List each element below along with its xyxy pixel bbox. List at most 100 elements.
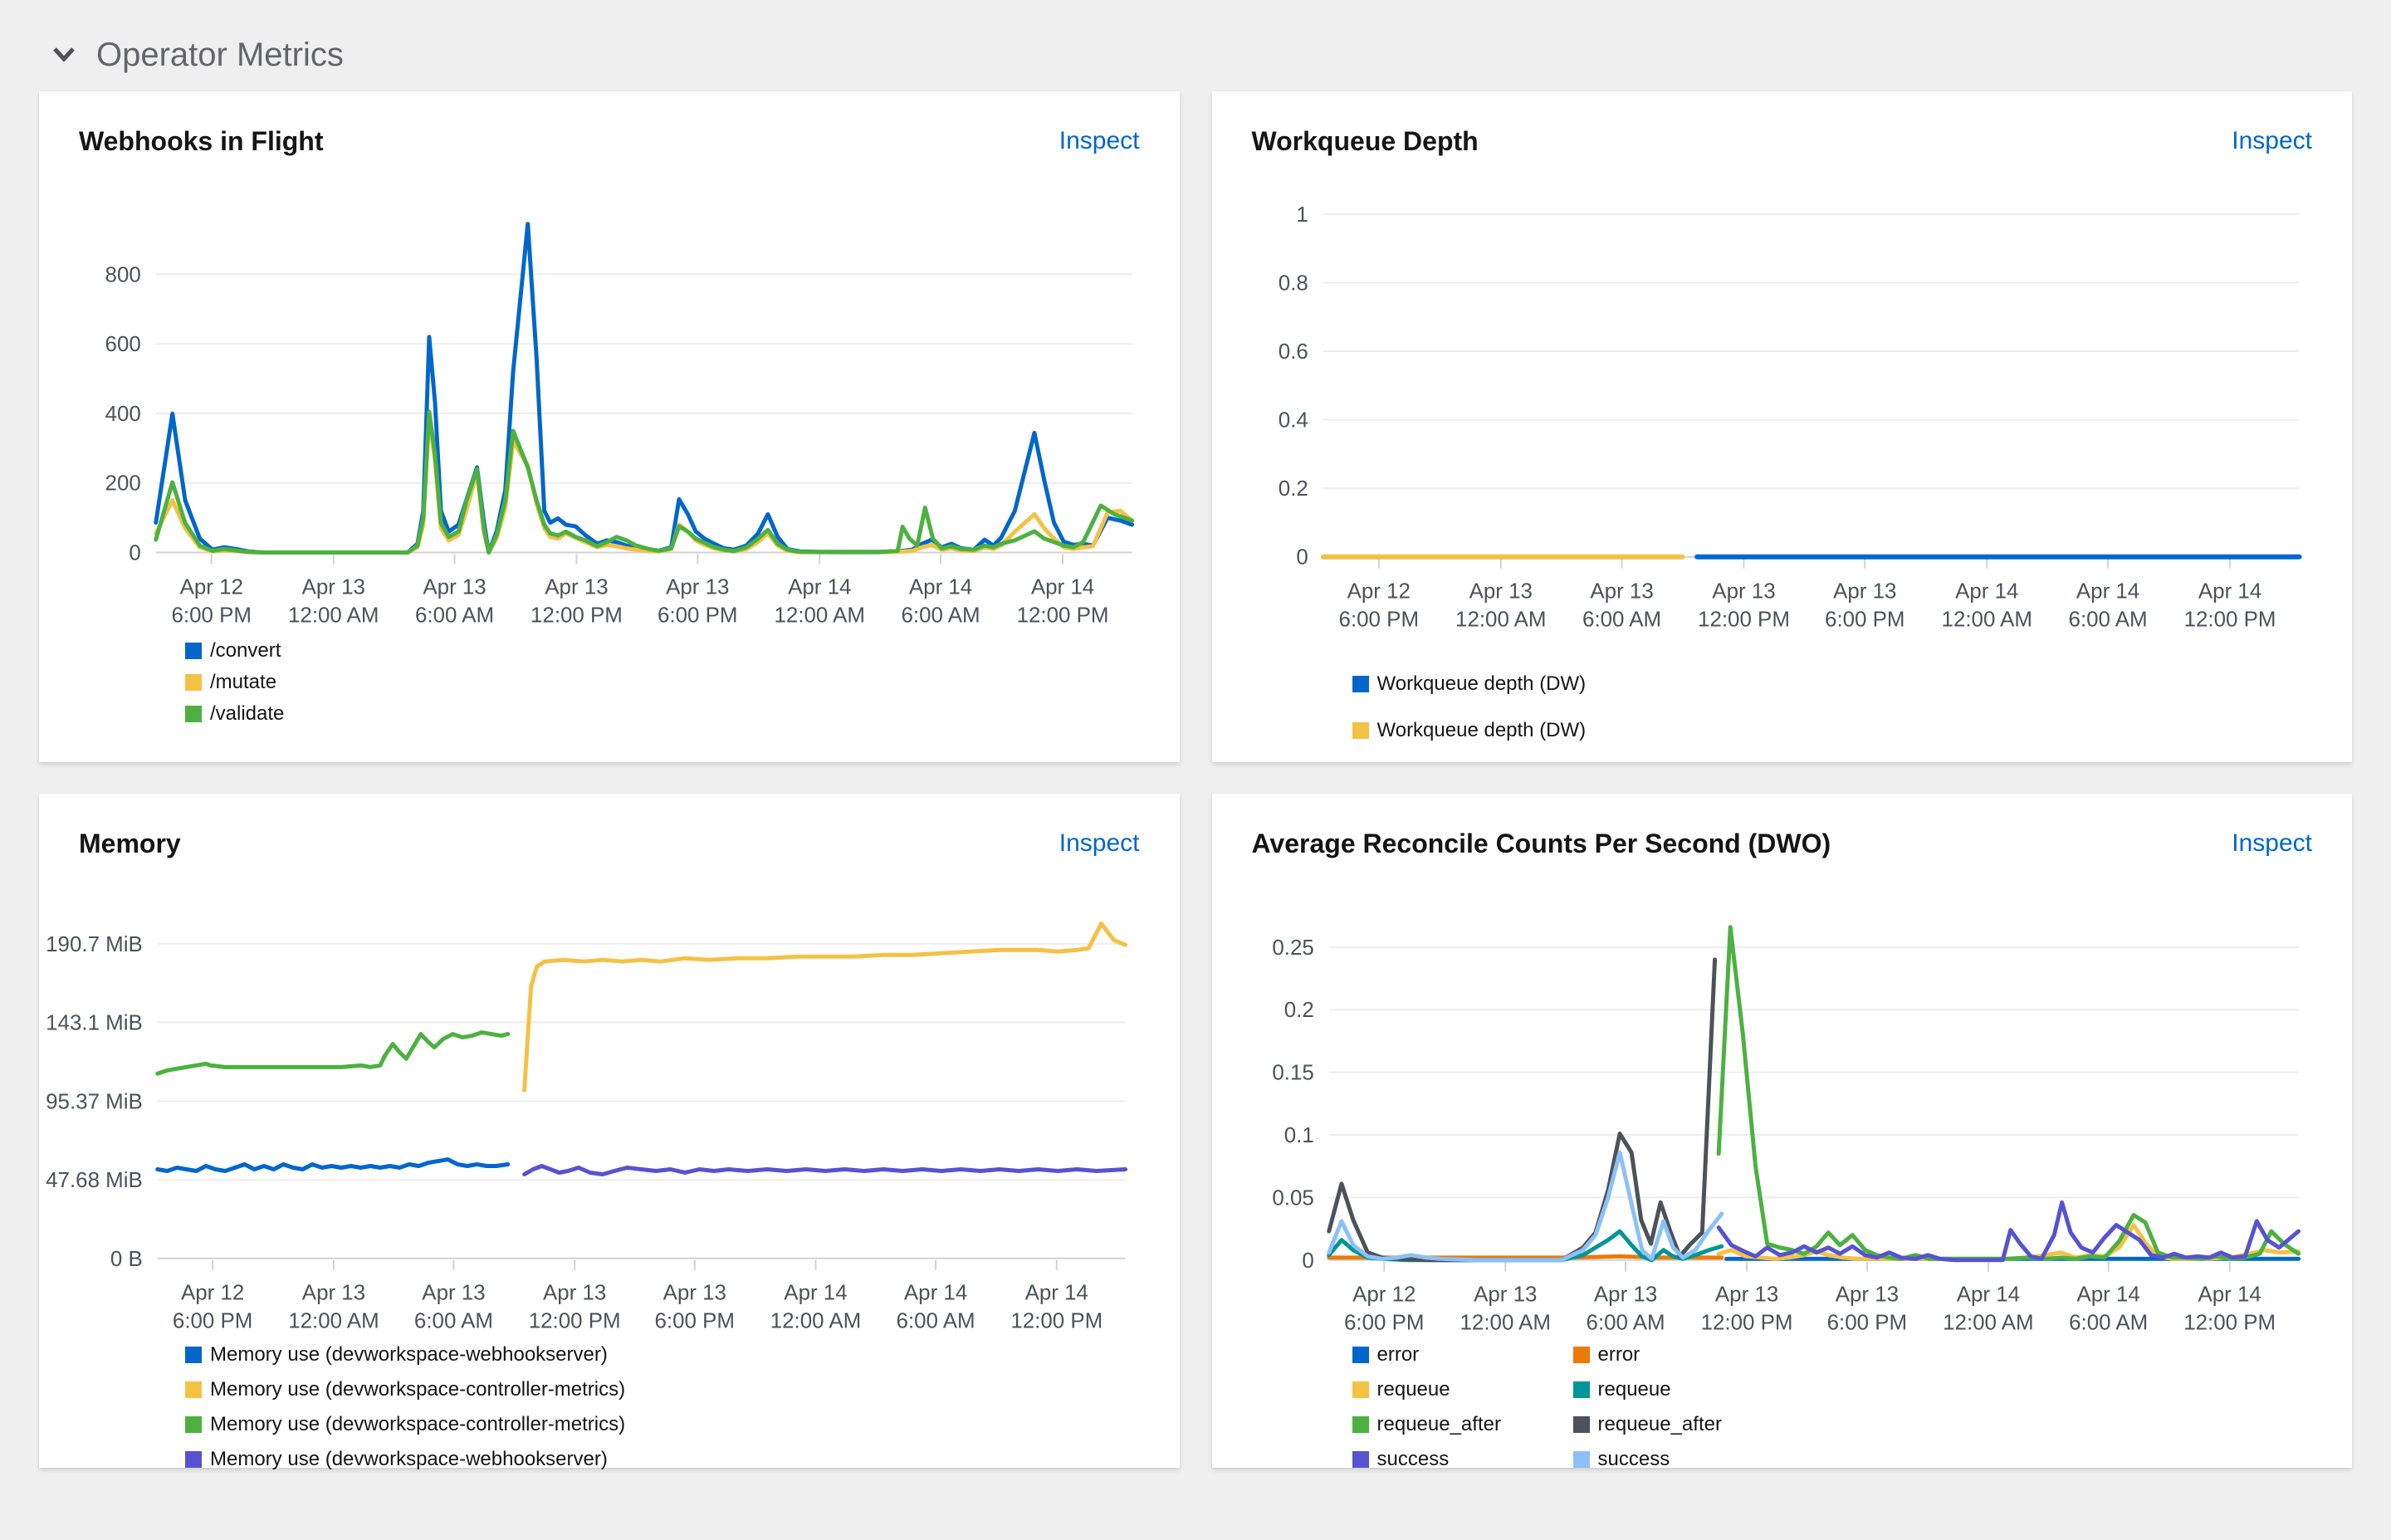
section-title: Operator Metrics (96, 37, 344, 73)
svg-text:12:00 PM: 12:00 PM (2183, 1311, 2276, 1334)
svg-text:Apr 13: Apr 13 (1833, 579, 1896, 603)
svg-text:6:00 AM: 6:00 AM (414, 1309, 493, 1332)
svg-text:6:00 PM: 6:00 PM (173, 1309, 252, 1332)
inspect-link[interactable]: Inspect (1059, 127, 1140, 154)
legend-column: Workqueue depth (DW) Workqueue depth (DW) (1352, 672, 1587, 742)
svg-text:6:00 PM: 6:00 PM (1344, 1311, 1424, 1334)
legend-item: Memory use (devworkspace-controller-metr… (185, 1378, 625, 1401)
legend-label: Memory use (devworkspace-webhookserver) (210, 1448, 608, 1471)
svg-text:Apr 13: Apr 13 (1474, 1283, 1537, 1306)
svg-text:0: 0 (1296, 545, 1308, 569)
svg-text:6:00 AM: 6:00 AM (415, 604, 494, 627)
card-title: Webhooks in Flight (79, 126, 324, 156)
svg-text:0.8: 0.8 (1278, 271, 1308, 295)
legend-item: error (1352, 1343, 1533, 1366)
inspect-link[interactable]: Inspect (2232, 829, 2312, 857)
svg-text:0.4: 0.4 (1278, 408, 1308, 432)
svg-text:0.1: 0.1 (1284, 1124, 1313, 1147)
legend-item: requeue (1352, 1378, 1533, 1401)
svg-text:12:00 PM: 12:00 PM (529, 1309, 621, 1332)
legend-column: /convert/mutate/validate (185, 639, 284, 726)
legend-label: requeue_after (1376, 1413, 1501, 1436)
workqueue-chart-legend: Workqueue depth (DW) Workqueue depth (DW) (1252, 672, 2313, 742)
webhooks-chart-legend: /convert/mutate/validate (79, 639, 1140, 726)
chevron-down-icon (51, 46, 76, 64)
svg-text:Apr 13: Apr 13 (1712, 579, 1775, 603)
legend-swatch (185, 1347, 202, 1364)
webhooks-in-flight-chart: 0 200 400 600 800 Apr 12 6:00 PM Apr 13 12:00 AM… (105, 221, 1135, 627)
legend-label: error (1376, 1343, 1420, 1366)
legend-swatch (185, 673, 202, 691)
svg-text:12:00 PM: 12:00 PM (2183, 608, 2276, 631)
svg-text:Apr 14: Apr 14 (2076, 1283, 2139, 1306)
legend-swatch (1352, 1416, 1369, 1434)
svg-text:1: 1 (1296, 203, 1308, 226)
legend-swatch (1352, 1381, 1369, 1399)
svg-text:6:00 PM: 6:00 PM (1826, 1311, 1906, 1334)
svg-text:12:00 AM: 12:00 AM (1460, 1311, 1550, 1334)
svg-text:6:00 AM: 6:00 AM (1586, 1311, 1665, 1334)
svg-text:Apr 12: Apr 12 (180, 575, 243, 599)
svg-text:12:00 AM: 12:00 AM (1941, 608, 2032, 631)
legend-label: success (1597, 1448, 1670, 1471)
legend-swatch (1572, 1416, 1590, 1434)
svg-text:Apr 13: Apr 13 (1835, 1283, 1898, 1306)
legend-label: /mutate (210, 670, 277, 693)
legend-swatch (185, 1381, 202, 1399)
legend-item: success (1352, 1448, 1533, 1471)
legend-swatch (1352, 1347, 1369, 1364)
card-header: Average Reconcile Counts Per Second (DWO… (1252, 827, 2313, 862)
legend-swatch (1352, 722, 1369, 740)
inspect-link[interactable]: Inspect (1059, 829, 1140, 857)
card-title: Workqueue Depth (1251, 126, 1479, 156)
card-title: Average Reconcile Counts Per Second (DWO… (1251, 829, 1831, 858)
legend-swatch (1352, 676, 1369, 693)
legend-label: error (1597, 1343, 1640, 1366)
svg-text:600: 600 (105, 333, 141, 356)
workqueue-depth-chart: 0 0.2 0.4 0.6 0.8 1 Apr 12 6:00 PM Apr 13 12:00 A… (1278, 203, 2302, 631)
legend-item: Memory use (devworkspace-controller-metr… (185, 1413, 625, 1436)
legend-label: Workqueue depth (DW) (1376, 672, 1587, 696)
inspect-link[interactable]: Inspect (2232, 127, 2312, 154)
svg-text:0.2: 0.2 (1284, 999, 1313, 1022)
svg-text:Apr 14: Apr 14 (904, 1281, 967, 1304)
legend-item: Memory use (devworkspace-webhookserver) (185, 1448, 625, 1471)
svg-text:47.68 MiB: 47.68 MiB (46, 1169, 143, 1192)
legend-item: requeue_after (1572, 1413, 1722, 1436)
legend-item: requeue_after (1352, 1413, 1533, 1436)
svg-text:6:00 AM: 6:00 AM (2068, 608, 2147, 631)
svg-text:190.7 MiB: 190.7 MiB (46, 932, 143, 956)
operator-metrics-section-toggle[interactable]: Operator Metrics (0, 0, 344, 75)
svg-text:Apr 14: Apr 14 (1031, 575, 1094, 599)
svg-text:143.1 MiB: 143.1 MiB (46, 1011, 143, 1034)
legend-swatch (185, 1451, 202, 1469)
svg-text:200: 200 (105, 472, 141, 495)
svg-text:0.2: 0.2 (1278, 477, 1308, 501)
svg-text:0 B: 0 B (110, 1247, 143, 1270)
svg-text:Apr 14: Apr 14 (2198, 579, 2261, 603)
card-webhooks-in-flight: Webhooks in Flight Inspect 0 200 400 600 800… (39, 91, 1180, 762)
legend-item: Workqueue depth (DW) (1352, 672, 1587, 696)
svg-text:12:00 AM: 12:00 AM (288, 604, 379, 627)
svg-text:Apr 14: Apr 14 (1025, 1281, 1088, 1304)
svg-text:12:00 PM: 12:00 PM (1010, 1309, 1103, 1332)
card-workqueue-depth: Workqueue Depth Inspect 0 0.2 0.4 0.6 0.8 1 Ap… (1211, 91, 2352, 762)
memory-chart: 0 B 47.68 MiB 95.37 MiB 143.1 MiB 190.7 MiB A… (46, 921, 1128, 1332)
legend-item: requeue (1572, 1378, 1722, 1401)
legend-label: Memory use (devworkspace-controller-metr… (210, 1378, 626, 1401)
svg-text:12:00 PM: 12:00 PM (1698, 608, 1790, 631)
card-title: Memory (79, 829, 181, 858)
legend-item: /mutate (185, 671, 284, 694)
svg-text:6:00 PM: 6:00 PM (1338, 608, 1418, 631)
legend-label: /validate (210, 702, 285, 725)
svg-text:Apr 13: Apr 13 (1590, 579, 1653, 603)
svg-text:Apr 13: Apr 13 (302, 1281, 365, 1304)
legend-label: requeue (1376, 1378, 1450, 1401)
svg-text:400: 400 (105, 403, 141, 426)
svg-text:Apr 12: Apr 12 (181, 1281, 244, 1304)
legend-swatch (1572, 1347, 1590, 1364)
svg-text:Apr 13: Apr 13 (423, 575, 486, 599)
svg-text:Apr 14: Apr 14 (2076, 579, 2139, 603)
svg-text:Apr 12: Apr 12 (1352, 1283, 1416, 1306)
